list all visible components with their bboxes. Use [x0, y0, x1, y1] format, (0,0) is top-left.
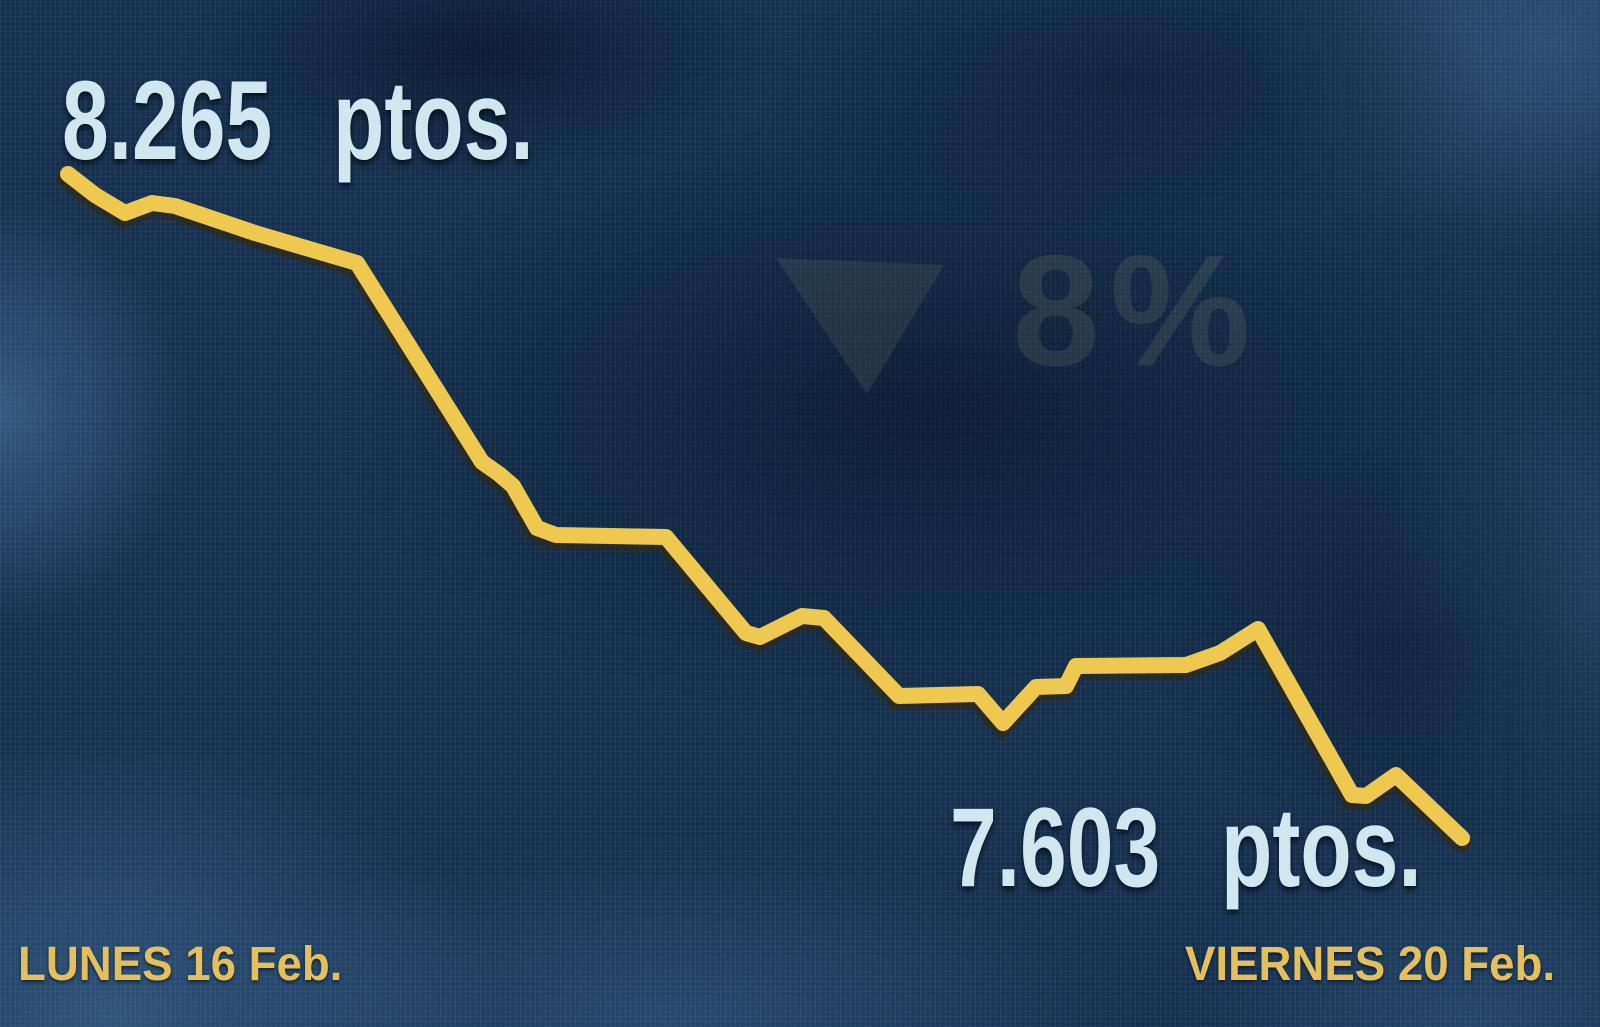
end-value-label: 7.603 ptos.	[950, 785, 1422, 910]
start-date-label: LUNES 16 Feb.	[18, 938, 343, 991]
down-triangle-icon	[776, 258, 944, 394]
start-value-label: 8.265 ptos.	[62, 58, 534, 183]
end-date-label: VIERNES 20 Feb.	[1185, 938, 1555, 991]
change-percent-watermark: 8%	[1012, 223, 1261, 399]
price-line-shadow	[56, 167, 1472, 853]
price-line	[60, 166, 1470, 846]
